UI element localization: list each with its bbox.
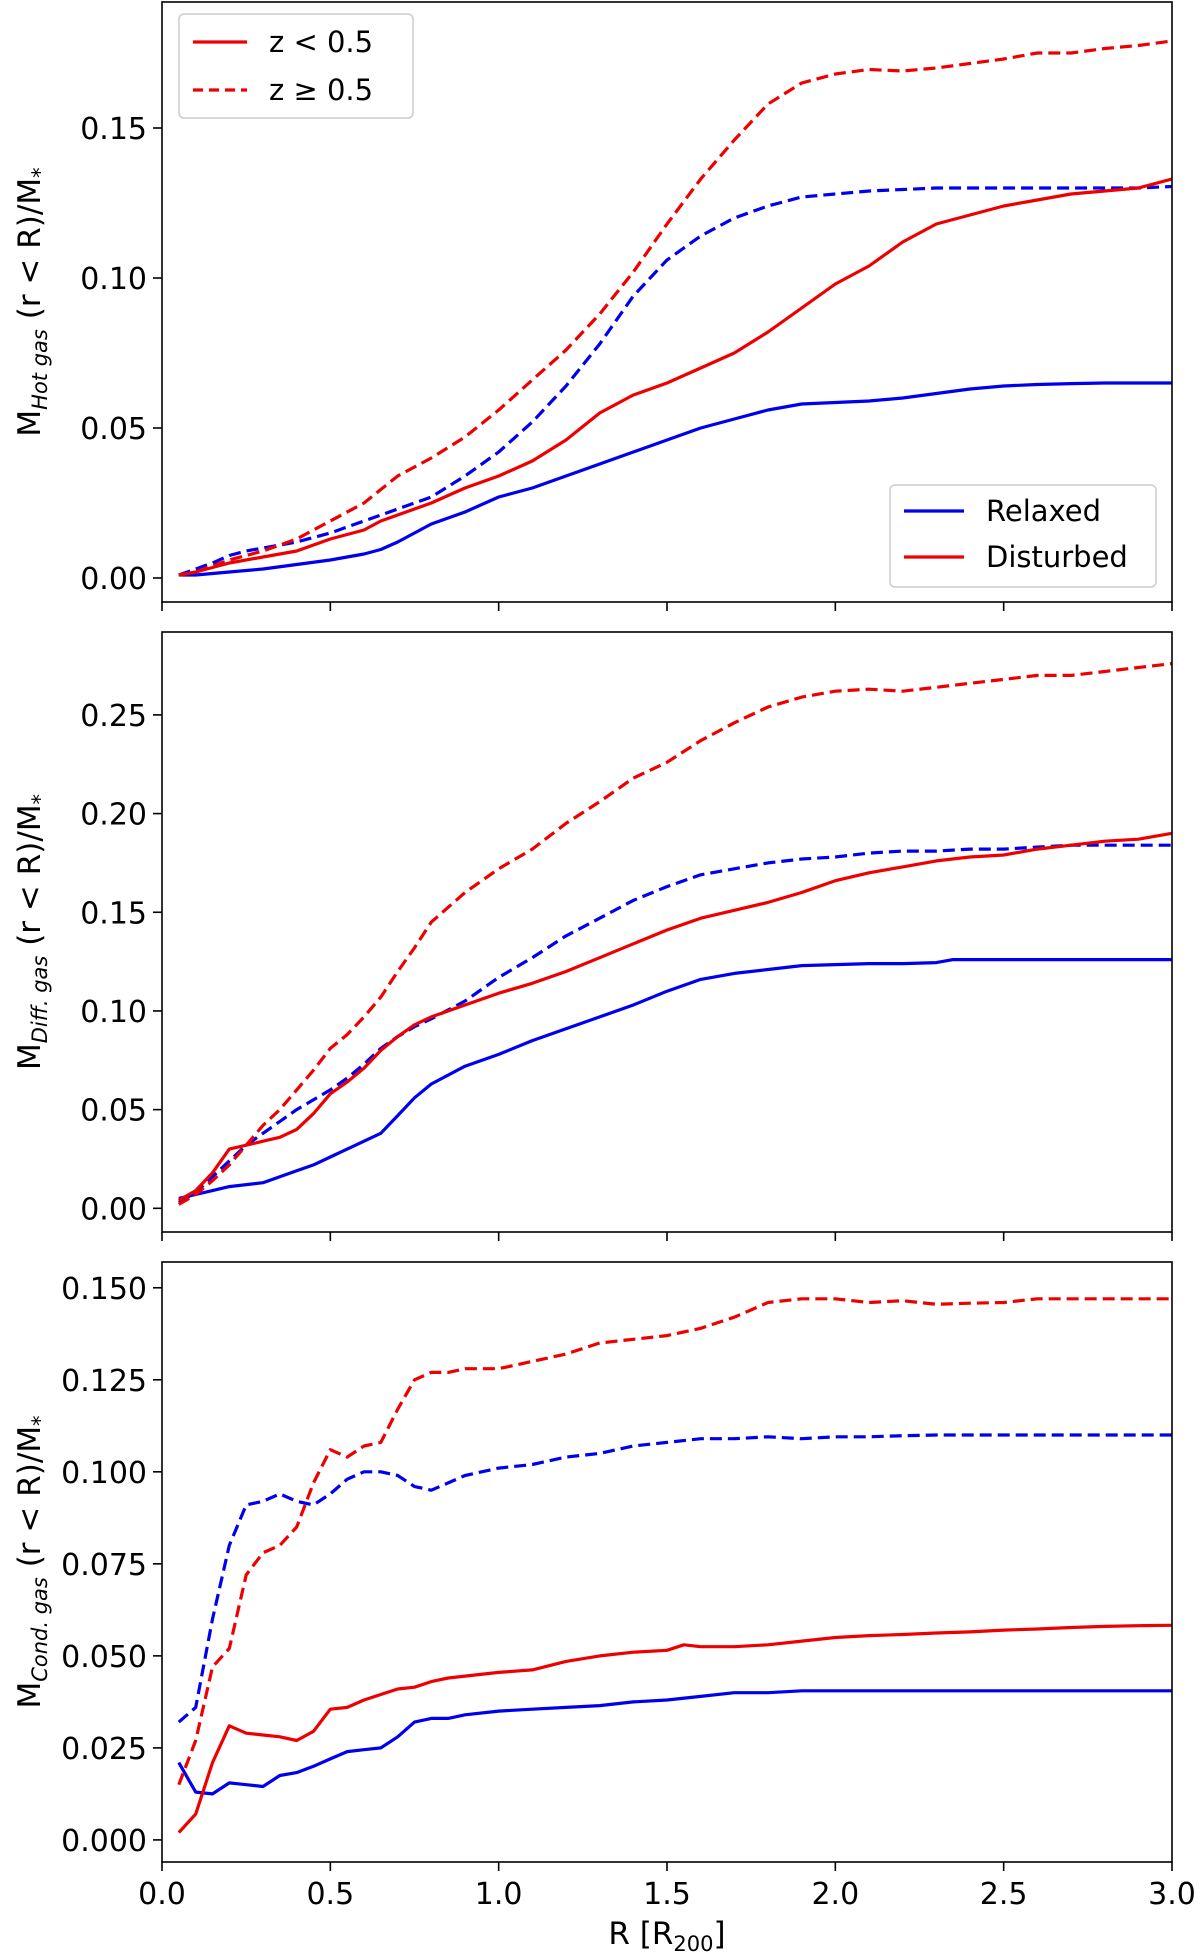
legend-state: Relaxed Disturbed bbox=[889, 484, 1157, 588]
x-tick-label: 0.0 bbox=[138, 1877, 186, 1912]
y-tick-label: 0.05 bbox=[80, 1094, 147, 1129]
x-axis-label: R [R200] bbox=[608, 1916, 725, 1953]
panel-condensed-gas: 0.000 0.025 0.050 0.075 0.100 0.125 0.150 0.0 0.… bbox=[12, 1261, 1196, 1953]
series-line-relaxed-z-0-5 bbox=[177, 1433, 1172, 1724]
y-tick-label: 0.075 bbox=[61, 1548, 147, 1583]
legend-box bbox=[178, 13, 414, 119]
x-tick-label: 1.0 bbox=[475, 1877, 523, 1912]
y-tick-label: 0.150 bbox=[61, 1272, 147, 1307]
y-tick-label: 0.00 bbox=[80, 562, 147, 597]
series-line-relaxed-z-0-5 bbox=[177, 843, 1172, 1204]
legend-label: Relaxed bbox=[986, 494, 1101, 528]
y-tick-label: 0.15 bbox=[80, 112, 147, 147]
legend-label: Disturbed bbox=[986, 540, 1128, 574]
y-tick-label: 0.00 bbox=[80, 1192, 147, 1227]
series-line-disturbed-z-0-5 bbox=[177, 662, 1172, 1206]
x-tick-label: 2.5 bbox=[980, 1877, 1028, 1912]
series-line-disturbed-z-0-5 bbox=[178, 177, 1172, 577]
y-tick-label: 0.025 bbox=[61, 1732, 147, 1767]
y-tick-label: 0.10 bbox=[80, 995, 147, 1030]
y-axis-label: MCond. gas (r < R)/M* bbox=[12, 1415, 52, 1708]
y-tick-label: 0.000 bbox=[61, 1824, 147, 1859]
panel-diffuse-gas: 0.00 0.05 0.10 0.15 0.20 0.25 MDiff. gas (r < … bbox=[12, 631, 1173, 1241]
series-line-disturbed-z-0-5 bbox=[177, 1623, 1172, 1834]
y-axis-label: MHot gas (r < R)/M* bbox=[12, 167, 52, 436]
y-tick-label: 0.125 bbox=[61, 1364, 147, 1399]
y-axis-label: MDiff. gas (r < R)/M* bbox=[12, 794, 52, 1070]
legend-label: z < 0.5 bbox=[269, 25, 373, 59]
y-tick-label: 0.050 bbox=[61, 1640, 147, 1675]
legend-redshift: z < 0.5 z ≥ 0.5 bbox=[178, 13, 414, 119]
series-line-relaxed-z-0-5 bbox=[178, 381, 1172, 577]
series-line-relaxed-z-0-5 bbox=[177, 1689, 1172, 1796]
legend-label: z ≥ 0.5 bbox=[269, 73, 373, 107]
x-tick-label: 0.5 bbox=[306, 1877, 354, 1912]
series-line-disturbed-z-0-5 bbox=[178, 39, 1172, 577]
y-tick-label: 0.05 bbox=[80, 412, 147, 447]
plot-frame bbox=[161, 1261, 1173, 1863]
plot-frame bbox=[161, 631, 1173, 1233]
series-line-disturbed-z-0-5 bbox=[177, 1297, 1172, 1786]
y-tick-label: 0.25 bbox=[80, 699, 147, 734]
x-tick-label: 3.0 bbox=[1148, 1877, 1196, 1912]
y-tick-label: 0.20 bbox=[80, 798, 147, 833]
y-tick-label: 0.100 bbox=[61, 1456, 147, 1491]
panel-hot-gas: 0.00 0.05 0.10 0.15 MHot gas (r < R)/M* bbox=[12, 1, 1173, 611]
x-tick-label: 1.5 bbox=[643, 1877, 691, 1912]
x-tick-label: 2.0 bbox=[811, 1877, 859, 1912]
y-tick-label: 0.10 bbox=[80, 262, 147, 297]
series-line-disturbed-z-0-5 bbox=[177, 831, 1172, 1202]
series-line-relaxed-z-0-5 bbox=[178, 958, 1172, 1200]
y-tick-label: 0.15 bbox=[80, 896, 147, 931]
